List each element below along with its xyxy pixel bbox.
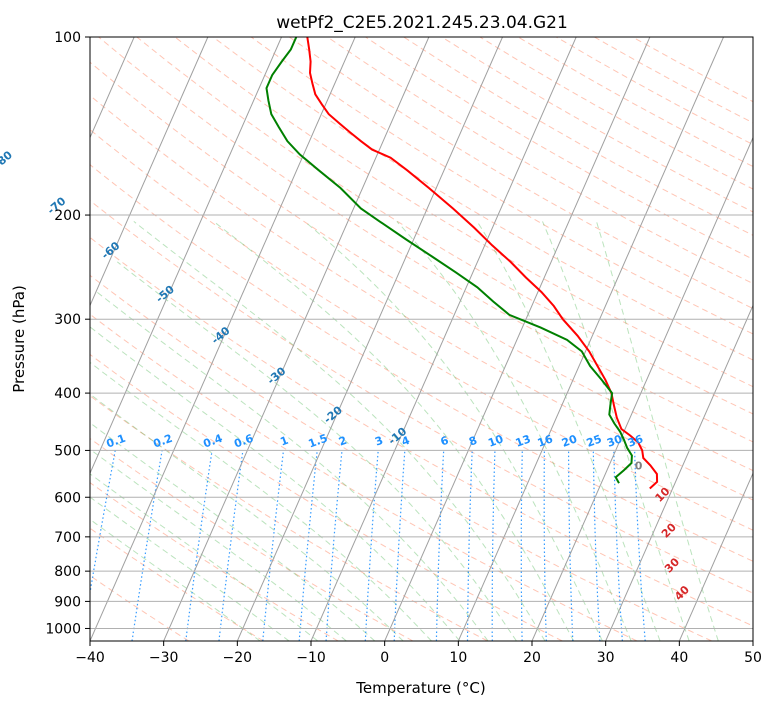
mixing-ratio-label: 6 (439, 434, 451, 449)
temperature-line (306, 37, 659, 490)
dry-adiabat-line (90, 353, 563, 641)
dry-adiabat-line (289, 37, 753, 310)
mixing-ratio-label: 0.6 (232, 432, 255, 451)
dry-adiabat-line (90, 437, 414, 641)
x-tick-label: −10 (296, 650, 326, 666)
y-tick-label: 100 (54, 30, 81, 46)
isotherm-line (90, 37, 356, 641)
gridlines (90, 37, 753, 641)
dry-adiabat-line (212, 37, 753, 361)
dry-adiabat-line (90, 61, 753, 472)
moist-adiabat-line (476, 221, 661, 641)
x-tick-label: 10 (449, 650, 467, 666)
y-axis-title: Pressure (hPa) (10, 285, 28, 393)
dry-adiabat-line (90, 482, 339, 641)
mixing-ratio-label: 2 (337, 434, 349, 449)
moist-adiabat-line (213, 221, 575, 641)
isotherm-line (384, 37, 651, 641)
x-tick-label: 20 (523, 650, 541, 666)
sounding-series (265, 37, 659, 490)
isotherm-line (605, 304, 753, 641)
isotherm-line (678, 471, 753, 641)
y-tick-label: 500 (54, 443, 81, 459)
moist-adiabat-line (116, 261, 517, 641)
x-tick-label: −40 (75, 650, 105, 666)
moist-adiabat-line (90, 518, 261, 641)
x-tick-label: 40 (670, 650, 688, 666)
dry-adiabat-line (174, 37, 753, 388)
mixing-ratio-label: 8 (467, 434, 479, 449)
mixing-ratio-label: 25 (585, 432, 604, 449)
mixing-ratio-label: 4 (400, 434, 412, 449)
dry-adiabat-line (90, 199, 753, 594)
y-tick-label: 600 (54, 490, 81, 506)
mixing-ratio-label: 0.4 (201, 432, 224, 451)
isotherm-line (457, 37, 724, 641)
y-tick-label: 200 (54, 208, 81, 224)
moist-adiabat-line (90, 496, 290, 641)
isotherm-line (163, 37, 430, 641)
background-lines (90, 37, 753, 641)
mixing-ratio-label: 16 (536, 432, 555, 450)
moist-adiabat-line (90, 473, 319, 641)
mixing-ratio-label: 1.5 (307, 432, 330, 451)
moist-adiabat-line (133, 221, 546, 641)
mixing-ratio-label: 10 (486, 432, 505, 450)
isotherm-line (310, 37, 577, 641)
mixing-ratio-label: 30 (605, 432, 624, 450)
dry-adiabat-line (327, 37, 753, 285)
mixing-ratio-label: 0.2 (151, 432, 174, 451)
mixing-ratio-line (218, 450, 244, 641)
y-tick-label: 400 (54, 386, 81, 402)
y-tick-label: 700 (54, 530, 81, 546)
y-tick-label: 300 (54, 312, 81, 328)
dry-adiabat-line (90, 94, 753, 501)
mixing-ratio-label: 13 (514, 432, 533, 449)
x-tick-label: 30 (597, 650, 615, 666)
isotherm-line (90, 37, 209, 307)
y-tick-label: 800 (54, 564, 81, 580)
mixing-ratio-label: 20 (560, 432, 579, 450)
isotherm-line (531, 136, 753, 641)
isotherm-line (236, 37, 503, 641)
dewpoint-line (265, 37, 633, 484)
isotherm-line (90, 37, 282, 475)
moist-adiabat-line (90, 422, 376, 641)
parcel-label: 0 (635, 459, 643, 472)
dry-adiabat-line (90, 313, 638, 641)
mixing-ratio-line (185, 450, 213, 641)
x-tick-label: −30 (149, 650, 179, 666)
y-tick-label: 900 (54, 594, 81, 610)
x-tick-label: 0 (380, 650, 389, 666)
moist-adiabat-line (304, 221, 603, 641)
moist-adiabat-line (90, 448, 347, 641)
axes: −40 −30 −20 −10 0 10 20 30 40 5010020030040050060… (45, 30, 762, 666)
x-tick-label: 50 (744, 650, 762, 666)
moist-adiabat-line (596, 221, 719, 641)
dry-adiabat-line (90, 236, 753, 627)
dry-adiabat-line (90, 129, 753, 531)
moist-adiabat-line (542, 221, 690, 641)
mixing-ratio-label: 36 (626, 432, 645, 450)
y-tick-label: 1000 (45, 621, 81, 637)
x-tick-label: −20 (223, 650, 253, 666)
mixing-ratio-label: 0.1 (105, 432, 128, 451)
dry-adiabat-line (90, 274, 712, 641)
mixing-ratio-label: 1 (278, 434, 290, 449)
x-axis-title: Temperature (°C) (355, 679, 485, 697)
plot-frame (89, 36, 754, 642)
moist-adiabat-line (96, 291, 489, 641)
chart-title: wetPf2_C2E5.2021.245.23.04.G21 (276, 13, 568, 33)
dry-adiabat-line (90, 164, 753, 562)
mixing-ratio-line (262, 450, 285, 641)
mixing-ratio-label: 3 (373, 434, 385, 449)
moist-adiabat-line (396, 221, 632, 641)
moist-adiabat-line (90, 326, 461, 641)
